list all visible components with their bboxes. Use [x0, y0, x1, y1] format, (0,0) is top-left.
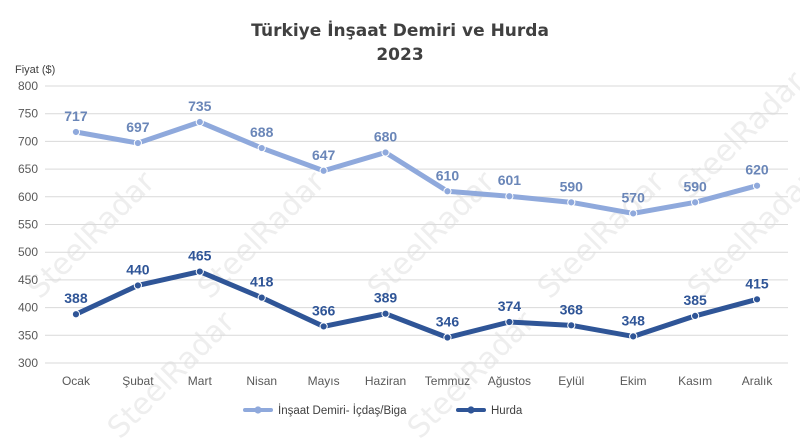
data-label: 389: [374, 290, 398, 306]
data-label: 570: [622, 189, 646, 205]
data-point: [629, 332, 638, 341]
x-tick-label: Mayıs: [308, 374, 340, 388]
y-tick-label: 500: [18, 245, 38, 259]
data-label: 418: [250, 274, 274, 290]
data-label: 590: [683, 178, 707, 194]
data-point: [257, 293, 266, 302]
legend: İnşaat Demiri- İçdaş/Biga Hurda: [243, 404, 523, 417]
data-label: 440: [126, 261, 150, 277]
series-layer: 717 697 735 688 647 680 610 601 590 570 590 620 388 4…: [64, 98, 769, 342]
x-tick-label: Kasım: [678, 374, 712, 388]
data-point: [319, 322, 328, 331]
chart-title: Türkiye İnşaat Demiri ve Hurda: [251, 19, 549, 41]
data-point: [195, 117, 204, 127]
y-tick-label: 650: [18, 162, 38, 176]
x-tick-label: Haziran: [365, 374, 406, 388]
data-label: 590: [560, 178, 584, 194]
watermark-text: SteelRadar: [361, 164, 502, 305]
data-point: [71, 127, 81, 137]
series-line: [73, 119, 760, 216]
data-point: [691, 198, 700, 207]
data-point: [381, 309, 390, 318]
data-point: [567, 198, 576, 207]
y-tick-label: 450: [18, 273, 38, 287]
legend-marker: [467, 406, 475, 414]
y-tick-label: 700: [18, 134, 38, 148]
legend-marker: [254, 406, 262, 414]
data-label: 735: [188, 98, 212, 114]
data-point: [505, 317, 514, 327]
data-point: [195, 267, 204, 276]
x-tick-label: Ekim: [620, 374, 647, 388]
x-tick-label: Ağustos: [488, 374, 531, 388]
data-label: 647: [312, 147, 336, 163]
data-point: [505, 192, 514, 201]
data-label: 385: [683, 292, 707, 308]
series-line: [73, 269, 760, 341]
data-label: 415: [745, 275, 769, 291]
x-tick-label: Şubat: [122, 374, 154, 388]
data-point: [133, 138, 142, 148]
y-tick-label: 550: [18, 218, 38, 232]
data-label: 368: [560, 301, 584, 317]
y-tick-label: 350: [18, 328, 38, 342]
data-point: [752, 181, 762, 190]
data-point: [381, 148, 390, 157]
x-tick-label: Eylül: [558, 374, 584, 388]
data-label: 601: [498, 172, 522, 188]
data-label: 697: [126, 119, 150, 135]
data-point: [629, 209, 638, 218]
data-label: 688: [250, 124, 274, 140]
data-label: 366: [312, 302, 336, 318]
data-point: [319, 166, 328, 175]
data-label: 610: [436, 167, 460, 183]
data-label: 388: [64, 290, 88, 306]
data-point: [257, 143, 266, 153]
data-point: [71, 310, 81, 319]
data-label: 348: [622, 312, 646, 328]
x-axis-ticks: Ocak Şubat Mart Nisan Mayıs Haziran Temmuz Ağus…: [62, 374, 773, 388]
data-label: 465: [188, 248, 212, 264]
x-tick-label: Ocak: [62, 374, 91, 388]
data-point: [443, 187, 452, 196]
x-tick-label: Temmuz: [425, 374, 470, 388]
data-label: 717: [64, 108, 88, 124]
data-point: [752, 295, 762, 304]
legend-label: İnşaat Demiri- İçdaş/Biga: [278, 404, 407, 417]
series-2: 388 440 465 418 366 389 346 374 368 348 385 415: [64, 248, 769, 342]
y-tick-label: 300: [18, 356, 38, 370]
y-axis-label: Fiyat ($): [15, 64, 55, 76]
y-tick-label: 600: [18, 190, 38, 204]
watermark-text: SteelRadar: [101, 304, 242, 438]
data-label: 374: [498, 298, 522, 314]
y-tick-label: 400: [18, 301, 38, 315]
data-label: 346: [436, 314, 460, 330]
watermark-text: SteelRadar: [531, 164, 672, 305]
data-label: 620: [745, 162, 769, 178]
gridlines: [45, 85, 788, 364]
y-axis-ticks: 300 350 400 450 500 550 600 650 700 750 800: [18, 79, 38, 370]
x-tick-label: Nisan: [246, 374, 277, 388]
x-tick-label: Mart: [188, 374, 213, 388]
chart-subtitle: 2023: [376, 45, 423, 65]
x-tick-label: Aralık: [742, 374, 774, 388]
y-tick-label: 750: [18, 107, 38, 121]
data-label: 680: [374, 128, 398, 144]
data-point: [443, 333, 452, 342]
data-point: [691, 311, 700, 321]
data-point: [133, 281, 142, 290]
legend-label: Hurda: [491, 405, 523, 417]
series-1: 717 697 735 688 647 680 610 601 590 570 590 620: [64, 98, 769, 218]
y-tick-label: 800: [18, 79, 38, 93]
data-point: [567, 321, 576, 330]
